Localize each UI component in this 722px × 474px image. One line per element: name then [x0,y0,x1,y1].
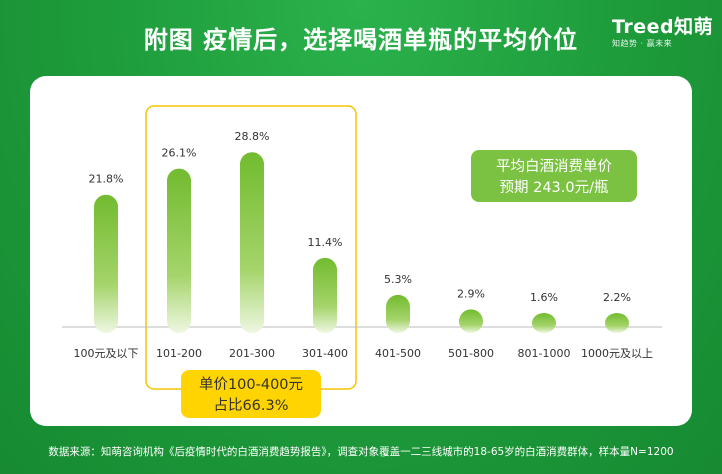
bar-value-label: 2.9% [457,287,485,300]
bar-value-label: 26.1% [162,147,197,160]
logo-slogan: 知趋势 · 赢未来 [612,39,673,48]
highlight-badge-line2: 占比66.3% [213,397,288,414]
highlight-badge [181,370,321,418]
category-label: 201-300 [229,347,275,360]
logo: Treed知萌 知趋势 · 赢未来 [612,12,716,49]
logo-brand: Treed知萌 [612,16,714,38]
bar-4 [313,257,337,333]
category-label: 1000元及以上 [581,347,653,360]
average-badge-line1: 平均白酒消费单价 [496,158,612,175]
bar-2 [167,168,191,333]
bar-value-label: 11.4% [308,236,343,249]
bar-value-label: 2.2% [603,291,631,304]
category-label: 301-400 [302,347,348,360]
bar-value-label: 21.8% [89,173,124,186]
bar-5 [386,294,410,333]
category-label: 501-800 [448,347,494,360]
category-label: 101-200 [156,347,202,360]
category-label: 100元及以下 [74,347,139,360]
bar-value-label: 5.3% [384,273,412,286]
category-label: 801-1000 [518,347,571,360]
average-badge [471,150,637,202]
bar-6 [459,309,483,333]
bar-7 [532,313,556,333]
highlight-badge-line1: 单价100-400元 [199,376,303,393]
chart-panel [30,76,692,426]
average-badge-line2: 预期 243.0元/瓶 [499,179,608,196]
page-title: 附图 疫情后，选择喝酒单瓶的平均价位 [143,26,579,54]
bar-3 [240,152,264,333]
bar-8 [605,313,629,333]
category-label: 401-500 [375,347,421,360]
bar-value-label: 28.8% [235,130,270,143]
bar-value-label: 1.6% [530,291,558,304]
data-source-note: 数据来源：知萌咨询机构《后疫情时代的白酒消费趋势报告》，调查对象覆盖一二三线城市… [48,446,674,458]
bar-1 [94,194,118,333]
